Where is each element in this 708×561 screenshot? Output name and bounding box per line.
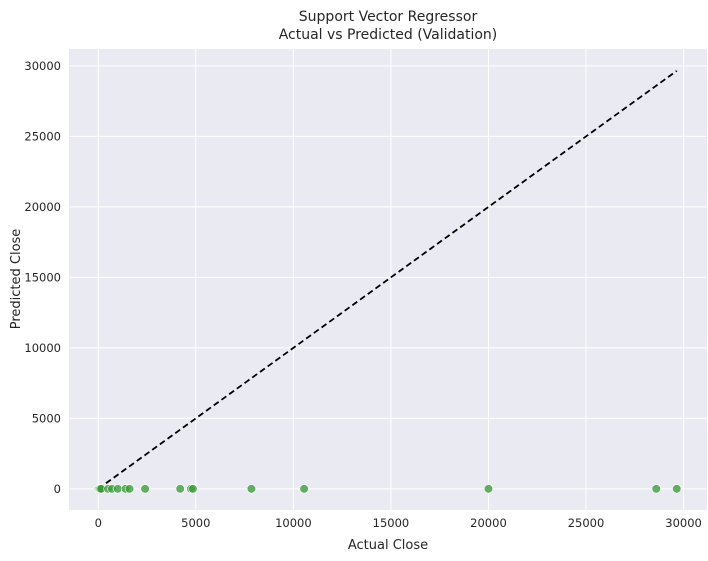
data-point [140,484,150,494]
x-tick-label: 30000 [665,516,702,530]
data-point [188,484,198,494]
points-group [93,484,682,494]
y-tick-label: 30000 [24,59,61,73]
y-tick-label: 25000 [24,129,61,143]
y-tick-label: 5000 [32,411,61,425]
data-point [113,484,123,494]
data-point [483,484,494,494]
data-point [246,484,257,494]
data-point [124,484,135,494]
y-tick-label: 15000 [24,270,61,284]
x-axis-ticks: 0 5000 10000 15000 20000 25000 30000 [95,516,702,530]
y-axis-ticks: 0 5000 10000 15000 20000 25000 30000 [24,59,61,496]
x-tick-label: 20000 [470,516,507,530]
x-axis-label: Actual Close [348,538,428,553]
y-tick-label: 20000 [24,200,61,214]
chart-title: Support Vector Regressor [299,9,478,25]
x-tick-label: 25000 [568,516,605,530]
y-tick-label: 10000 [24,341,61,355]
y-tick-label: 0 [54,482,61,496]
x-tick-label: 5000 [181,516,210,530]
x-tick-label: 15000 [373,516,410,530]
grid [69,49,707,510]
data-point [299,484,309,494]
data-point [651,484,661,494]
reference-line-group [97,70,678,490]
x-tick-label: 0 [95,516,102,530]
reference-line [97,70,678,490]
data-point [175,484,185,494]
chart-subtitle: Actual vs Predicted (Validation) [279,27,498,43]
y-axis-label: Predicted Close [9,229,24,330]
data-point [672,484,682,494]
x-tick-label: 10000 [275,516,312,530]
